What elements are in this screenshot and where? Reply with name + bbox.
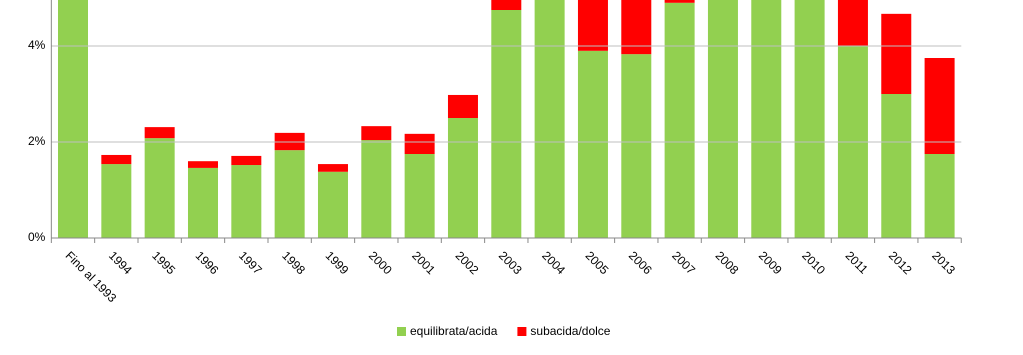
bar-segment [621,0,652,55]
bar-segment [144,138,175,238]
bar-segment [187,167,218,238]
legend-label: equilibrata/acida [410,324,498,338]
bar-segment [231,165,262,238]
x-tick-label: 1995 [149,248,178,277]
plot-area [58,0,955,238]
bar-segment [101,154,132,165]
bar-segment [491,10,522,238]
x-tick-label: 2004 [539,248,568,277]
x-tick-label: 1999 [323,248,352,277]
bar-segment [621,54,652,238]
x-tick-label: 2008 [713,248,742,277]
bar-segment [58,0,88,238]
bar-segment [577,50,608,238]
bar-segment [707,0,738,238]
x-tick-label: 2012 [886,248,915,277]
bar-segment [924,58,955,154]
x-tick-label: 2011 [843,248,871,276]
bar-segment [491,0,522,10]
bar-segment [751,0,782,238]
x-tick-label: 1994 [106,248,135,277]
bar-segment [534,0,565,238]
x-tick-label: 1996 [193,248,222,277]
bar-segment [664,2,695,238]
x-tick-label: 2013 [929,248,958,277]
x-tick-label: 2001 [409,248,438,277]
bar-segment [144,127,175,139]
x-tick-label: 2005 [583,248,612,277]
bar-segment [924,154,955,238]
bar-segment [404,154,435,238]
bar-segment [361,126,392,141]
bar-segment [447,94,478,118]
y-tick-label: 4% [28,38,46,52]
bar-segment [274,150,305,238]
bar-segment [881,94,912,238]
bar-segment [447,118,478,238]
bar-segment [404,133,435,154]
x-tick-label: 1997 [236,248,265,277]
bar-segment [317,164,348,172]
y-tick-label: 0% [28,230,46,244]
bar-segment [837,0,868,46]
x-tick-label: 2002 [453,248,482,277]
bar-segment [231,155,262,166]
bar-segment [794,0,825,238]
y-tick-label: 2% [28,134,46,148]
x-tick-label: 2000 [366,248,395,277]
x-tick-label: 2007 [669,248,698,277]
legend-swatch [517,327,527,336]
x-tick-label: 1998 [279,248,308,277]
bar-segment [881,13,912,95]
x-tick-label: 2010 [799,248,828,277]
x-tick-label: 2003 [496,248,525,277]
bar-segment [101,164,132,238]
legend-swatch [397,327,406,336]
legend-label: subacida/dolce [530,324,610,338]
x-tick-label: 2009 [756,248,785,277]
bar-segment [187,161,218,168]
bar-segment [361,140,392,238]
bar-segment [664,0,695,3]
x-tick-label: 2006 [626,248,655,277]
bar-segment [577,0,608,51]
bar-segment [317,171,348,238]
